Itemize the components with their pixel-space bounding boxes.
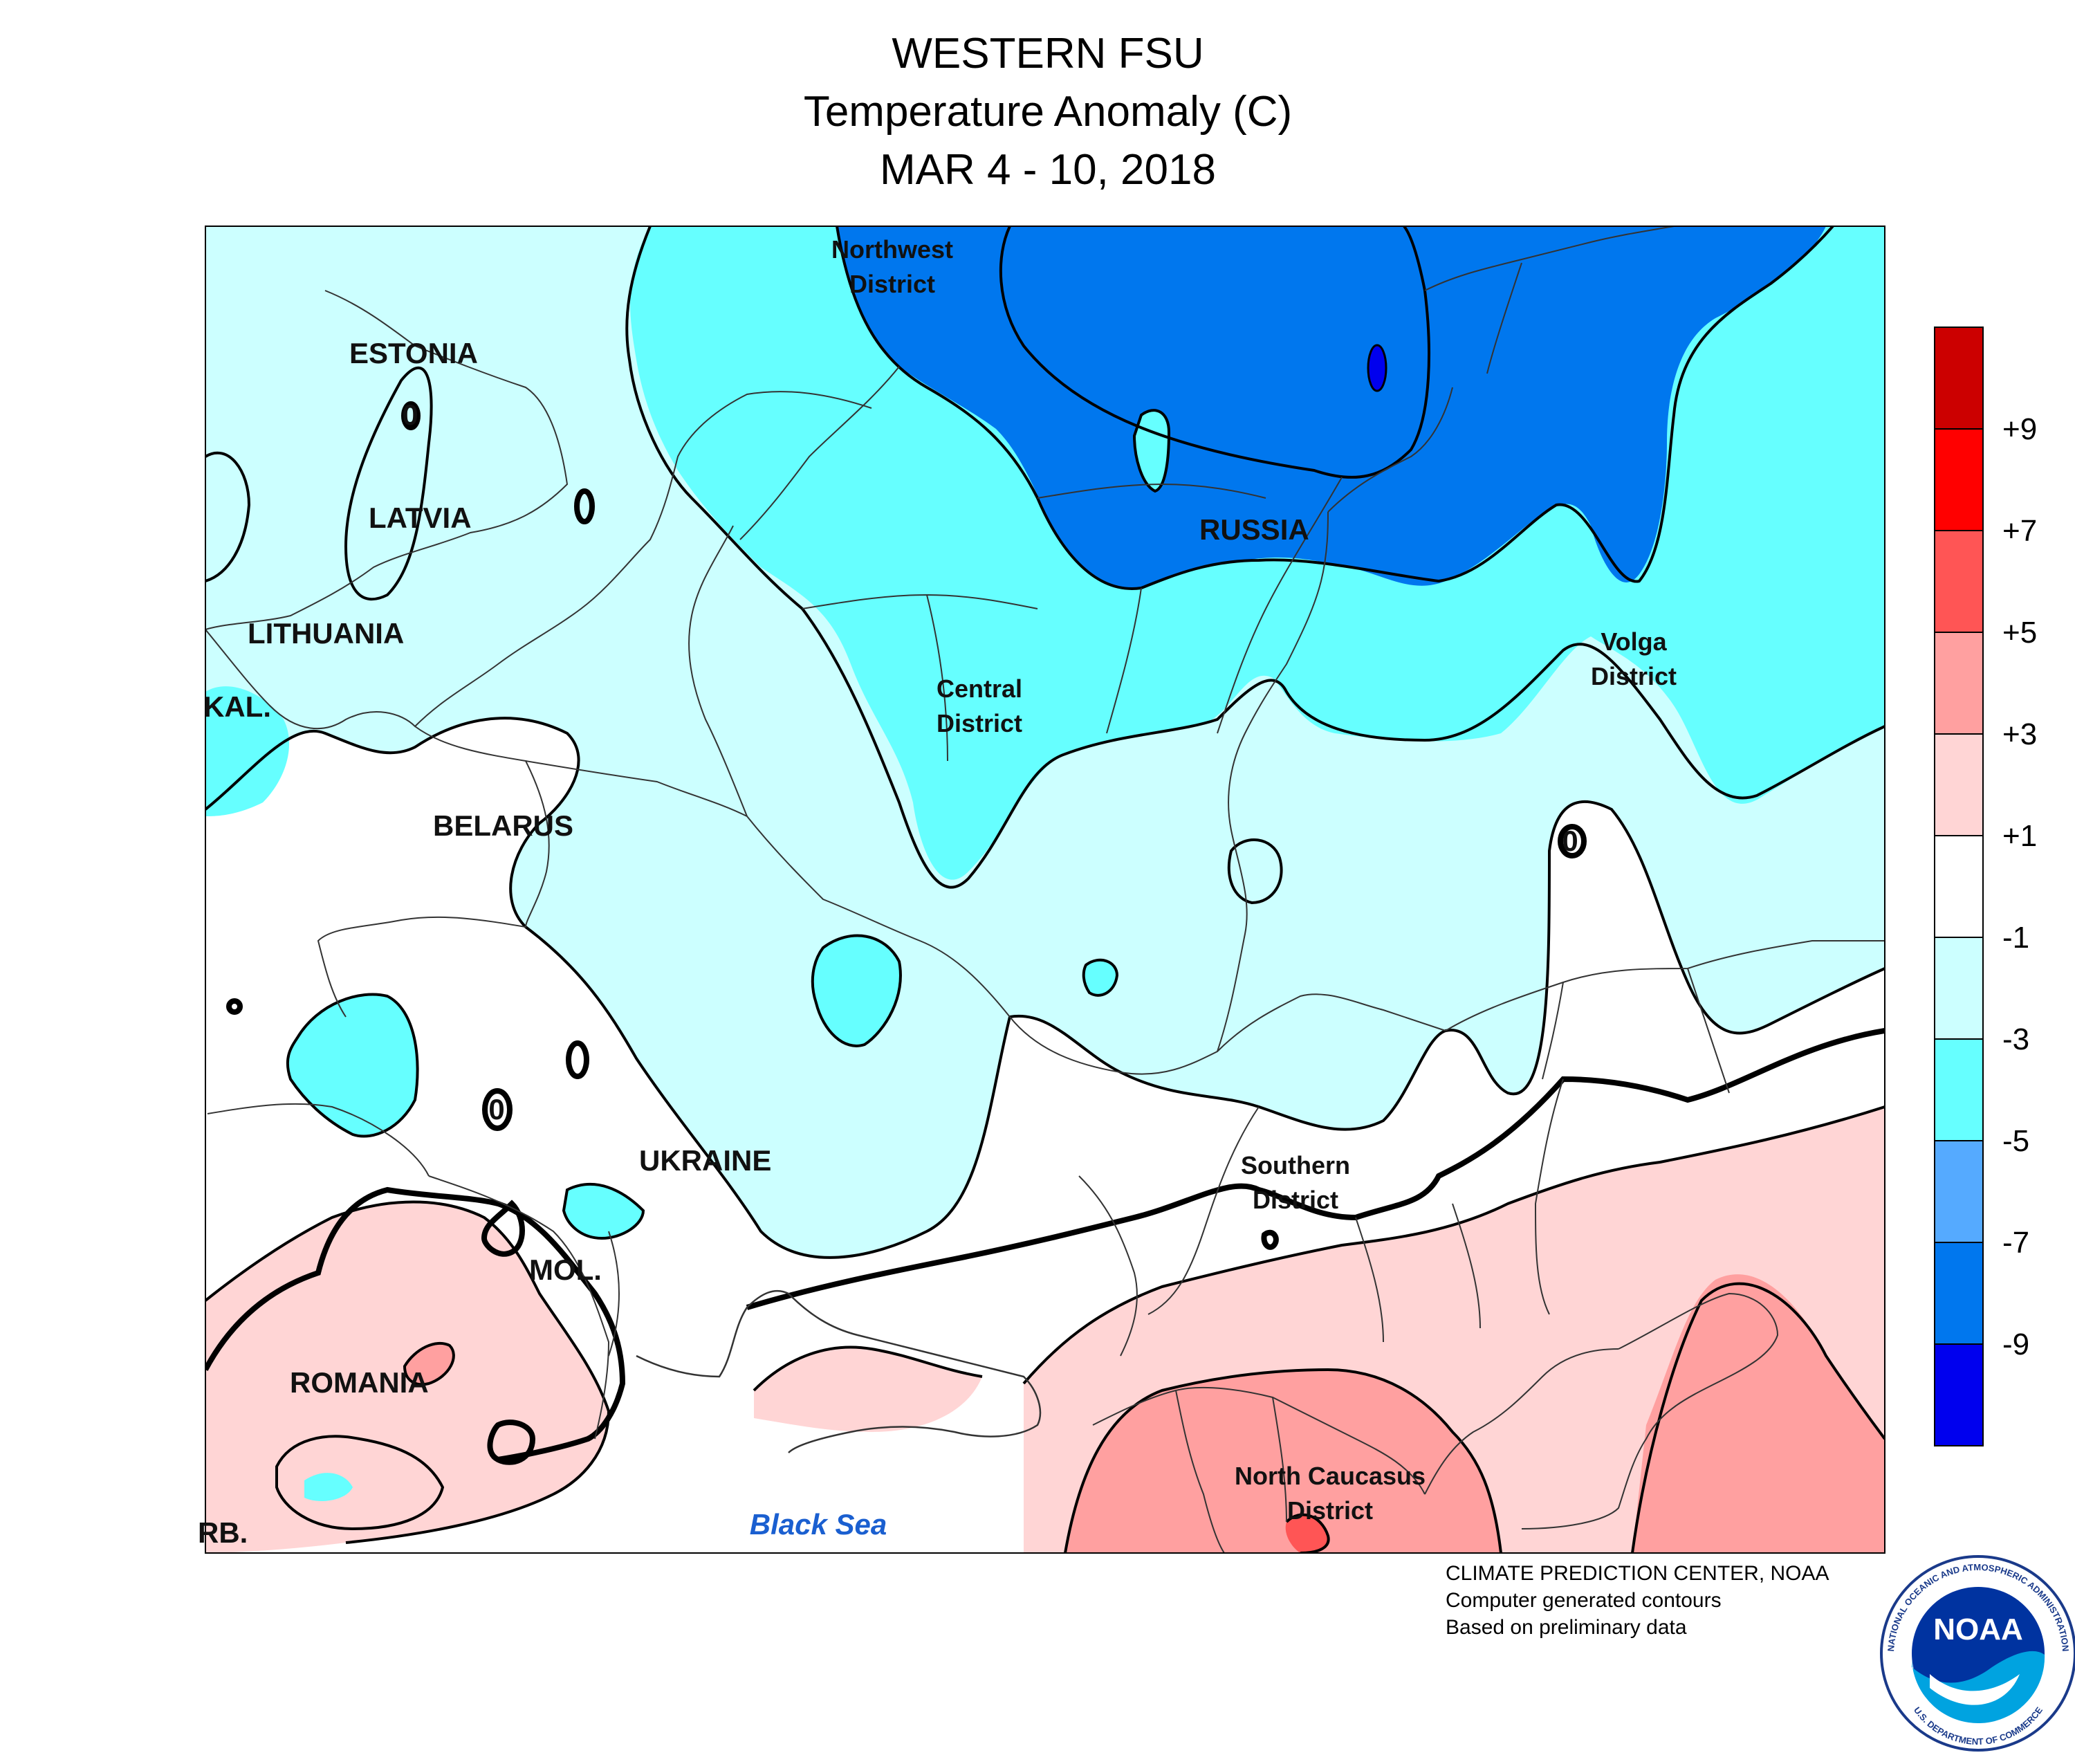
scale-tick-label: +1	[2002, 819, 2037, 853]
scale-bin	[1934, 1343, 1984, 1446]
map-frame	[205, 226, 1885, 1554]
band-minus9-minus7	[1367, 344, 1387, 392]
aqua-island-lithuania	[287, 994, 418, 1137]
label-latvia: LATVIA	[369, 502, 472, 534]
aqua-island-northwest	[1134, 410, 1169, 491]
label-northwest-district-1: Northwest	[831, 235, 953, 264]
scale-tick-label: +9	[2002, 412, 2037, 446]
label-kaliningrad: KAL.	[203, 690, 271, 723]
scale-tick-label: -1	[2002, 921, 2029, 955]
aqua-island-moldova	[564, 1184, 643, 1238]
label-lithuania: LITHUANIA	[248, 617, 404, 650]
map-title: WESTERN FSU Temperature Anomaly (C) MAR …	[208, 25, 1888, 199]
aqua-island-romania	[304, 1473, 353, 1501]
scale-bin	[1934, 1242, 1984, 1345]
scale-bin	[1934, 835, 1984, 938]
aqua-island-baltic	[205, 686, 290, 816]
label-ukraine: UKRAINE	[639, 1144, 771, 1177]
scale-tick-label: +5	[2002, 616, 2037, 650]
contour-label-estonia: 0	[402, 398, 418, 431]
credit-line-1: CLIMATE PREDICTION CENTER, NOAA	[1446, 1562, 1829, 1585]
title-period: MAR 4 - 10, 2018	[880, 146, 1216, 194]
noaa-logo: NOAA NATIONAL OCEANIC AND ATMOSPHERIC AD…	[1880, 1555, 2075, 1752]
label-northwest-district-2: District	[849, 270, 935, 298]
label-north-caucasus-district-2: District	[1287, 1496, 1373, 1525]
credit-line-2: Computer generated contours	[1446, 1589, 1722, 1612]
band-plus1-plus3-crimea	[754, 1347, 982, 1432]
contour-label-ukraine: 0	[488, 1093, 504, 1126]
scale-tick-label: -9	[2002, 1327, 2029, 1361]
label-volga-district-1: Volga	[1601, 627, 1667, 656]
label-serbia: RB.	[198, 1516, 248, 1549]
credit-line-3: Based on preliminary data	[1446, 1616, 1687, 1639]
label-central-district-1: Central	[937, 674, 1022, 703]
label-belarus: BELARUS	[433, 809, 573, 842]
zero-contour	[205, 401, 1885, 1465]
scale-bin	[1934, 530, 1984, 633]
band-plus3-plus5-kazakh	[1632, 1274, 1885, 1553]
scale-bin	[1934, 428, 1984, 531]
scale-bin	[1934, 1140, 1984, 1243]
svg-text:NOAA: NOAA	[1933, 1613, 2023, 1646]
contour-lines	[205, 226, 1885, 1553]
label-southern-district-1: Southern	[1241, 1151, 1350, 1179]
contour-label-volga: 0	[1562, 825, 1578, 857]
title-variable: Temperature Anomaly (C)	[803, 88, 1293, 136]
label-black-sea: Black Sea	[750, 1508, 887, 1541]
label-romania: ROMANIA	[290, 1366, 429, 1399]
aqua-island-belarus	[812, 935, 901, 1046]
label-central-district-2: District	[937, 709, 1022, 737]
label-north-caucasus-district-1: North Caucasus	[1235, 1462, 1426, 1490]
black-sea-coast	[636, 1289, 1042, 1453]
scale-bin	[1934, 1038, 1984, 1141]
label-estonia: ESTONIA	[349, 337, 478, 369]
map-area	[205, 226, 1885, 1553]
scale-tick-label: +3	[2002, 717, 2037, 751]
aqua-island-small	[1083, 959, 1117, 995]
credits: CLIMATE PREDICTION CENTER, NOAA Computer…	[1446, 1560, 1829, 1641]
title-region: WESTERN FSU	[892, 30, 1204, 77]
label-southern-district-2: District	[1253, 1186, 1338, 1214]
label-moldova: MOL.	[529, 1253, 602, 1286]
scale-tick-label: -5	[2002, 1124, 2029, 1158]
scale-bin	[1934, 937, 1984, 1040]
scale-bin	[1934, 632, 1984, 735]
label-russia: RUSSIA	[1199, 513, 1309, 546]
label-volga-district-2: District	[1591, 662, 1677, 690]
band-minus7-minus5	[837, 226, 1826, 589]
scale-bin	[1934, 733, 1984, 836]
band-plus5-plus7	[1285, 1514, 1329, 1553]
color-scale: +9 +7 +5 +3 +1 -1 -3 -5 -7 -9	[1934, 327, 2037, 1446]
scale-tick-label: -7	[2002, 1226, 2029, 1260]
scale-bin	[1934, 327, 1984, 430]
scale-tick-label: -3	[2002, 1022, 2029, 1056]
political-boundaries	[205, 226, 1885, 1553]
scale-tick-label: +7	[2002, 514, 2037, 548]
